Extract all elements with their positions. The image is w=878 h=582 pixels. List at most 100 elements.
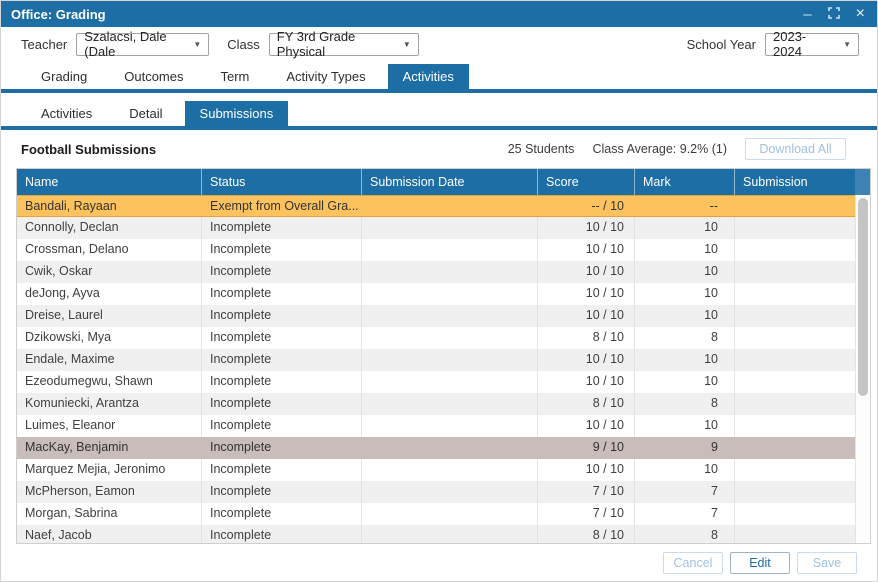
table-row[interactable]: Luimes, Eleanor Incomplete 10 / 10 10: [17, 415, 855, 437]
primary-tab-bar: Grading Outcomes Term Activity Types Act…: [1, 61, 877, 89]
table-row[interactable]: Ezeodumegwu, Shawn Incomplete 10 / 10 10: [17, 371, 855, 393]
table-row[interactable]: Morgan, Sabrina Incomplete 7 / 10 7: [17, 503, 855, 525]
table-row[interactable]: Naef, Jacob Incomplete 8 / 10 8: [17, 525, 855, 543]
school-year-value: 2023-2024: [773, 29, 807, 59]
teacher-select[interactable]: Szalacsi, Dale (Dale ▼: [76, 29, 210, 59]
cell-status: Exempt from Overall Gra...: [210, 199, 359, 213]
edit-button[interactable]: Edit: [730, 552, 790, 574]
class-select[interactable]: FY 3rd Grade Physical ▼: [268, 29, 419, 59]
column-header-score[interactable]: Score: [538, 169, 635, 195]
cell-mark: 9: [711, 440, 718, 454]
cell-status: Incomplete: [202, 305, 362, 327]
cell-score: 8 / 10: [538, 327, 635, 349]
column-header-submission[interactable]: Submission: [735, 169, 855, 195]
column-header-label: Submission: [743, 175, 808, 189]
column-header-label: Status: [210, 175, 246, 189]
table-row[interactable]: Dzikowski, Mya Incomplete 8 / 10 8: [17, 327, 855, 349]
cell-score: 9 / 10: [592, 440, 624, 454]
tab-term[interactable]: Term: [206, 64, 265, 89]
table-row[interactable]: deJong, Ayva Incomplete 10 / 10 10: [17, 283, 855, 305]
download-all-button[interactable]: Download All: [745, 138, 846, 160]
subtab-activities[interactable]: Activities: [26, 101, 107, 126]
cell-submission: [735, 261, 855, 283]
table-row[interactable]: Connolly, Declan Incomplete 10 / 10 10: [17, 217, 855, 239]
footer-actions: Cancel Edit Save: [1, 544, 877, 574]
column-header-submission-date[interactable]: Submission Date: [362, 169, 538, 195]
cell-submission: [735, 437, 855, 459]
vertical-scrollbar[interactable]: [855, 195, 870, 543]
tab-grading[interactable]: Grading: [26, 64, 102, 89]
tab-outcomes[interactable]: Outcomes: [109, 64, 198, 89]
secondary-tab-underline: [1, 126, 877, 130]
window-controls: – ×: [803, 6, 865, 22]
cell-mark: 7: [635, 503, 735, 525]
table-row[interactable]: McPherson, Eamon Incomplete 7 / 10 7: [17, 481, 855, 503]
cell-submission-date: [362, 196, 538, 216]
cell-submission-date: [362, 349, 538, 371]
cancel-button[interactable]: Cancel: [663, 552, 723, 574]
close-icon[interactable]: ×: [855, 5, 865, 22]
cell-submission: [735, 327, 855, 349]
table-row[interactable]: Dreise, Laurel Incomplete 10 / 10 10: [17, 305, 855, 327]
tab-activities[interactable]: Activities: [387, 64, 469, 89]
minimize-icon[interactable]: –: [803, 5, 812, 23]
cell-status: Incomplete: [202, 459, 362, 481]
cell-score: 10 / 10: [538, 261, 635, 283]
cell-status: Incomplete: [202, 393, 362, 415]
cell-submission: [735, 415, 855, 437]
cell-submission: [735, 239, 855, 261]
cell-mark: 10: [635, 305, 735, 327]
cell-mark: 7: [635, 481, 735, 503]
cell-status: Incomplete: [210, 440, 272, 454]
cell-status: Incomplete: [202, 503, 362, 525]
school-year-select[interactable]: 2023-2024 ▼: [765, 29, 859, 59]
column-header-label: Name: [25, 175, 59, 189]
column-header-name[interactable]: Name: [17, 169, 202, 195]
cell-name: McPherson, Eamon: [17, 481, 202, 503]
column-header-mark[interactable]: Mark: [635, 169, 735, 195]
cell-submission-date: [362, 525, 538, 543]
cell-mark: 8: [635, 327, 735, 349]
table-row[interactable]: Marquez Mejia, Jeronimo Incomplete 10 / …: [17, 459, 855, 481]
cell-status: Incomplete: [202, 283, 362, 305]
class-average: Class Average: 9.2% (1): [592, 142, 727, 156]
cell-name: Crossman, Delano: [17, 239, 202, 261]
cell-status: Incomplete: [202, 525, 362, 543]
chevron-down-icon: ▼: [843, 39, 851, 49]
table-row[interactable]: Endale, Maxime Incomplete 10 / 10 10: [17, 349, 855, 371]
cell-status: Incomplete: [202, 481, 362, 503]
tab-label: Activities: [41, 106, 93, 121]
maximize-icon[interactable]: [827, 6, 840, 22]
table-row[interactable]: Komuniecki, Arantza Incomplete 8 / 10 8: [17, 393, 855, 415]
cell-submission: [735, 371, 855, 393]
tab-activity-types[interactable]: Activity Types: [271, 64, 380, 89]
cell-status: Incomplete: [202, 327, 362, 349]
cell-status: Incomplete: [202, 217, 362, 239]
cell-score: 10 / 10: [538, 239, 635, 261]
cell-submission-date: [362, 503, 538, 525]
cell-submission-date: [362, 415, 538, 437]
cell-score: 10 / 10: [538, 217, 635, 239]
cell-submission-date: [362, 283, 538, 305]
cell-score: 10 / 10: [538, 371, 635, 393]
table-row[interactable]: Crossman, Delano Incomplete 10 / 10 10: [17, 239, 855, 261]
cell-submission-date: [362, 239, 538, 261]
column-header-status[interactable]: Status: [202, 169, 362, 195]
subtab-submissions[interactable]: Submissions: [184, 101, 289, 126]
table-row[interactable]: Bandali, Rayaan Exempt from Overall Gra.…: [17, 195, 855, 217]
scrollbar-thumb[interactable]: [858, 198, 868, 396]
cell-name: Ezeodumegwu, Shawn: [17, 371, 202, 393]
cell-name: Endale, Maxime: [17, 349, 202, 371]
table-row[interactable]: Cwik, Oskar Incomplete 10 / 10 10: [17, 261, 855, 283]
cell-mark: 10: [635, 415, 735, 437]
cell-name: Marquez Mejia, Jeronimo: [17, 459, 202, 481]
subtab-detail[interactable]: Detail: [114, 101, 177, 126]
cell-score: 8 / 10: [538, 393, 635, 415]
cell-score: 8 / 10: [538, 525, 635, 543]
table-row[interactable]: MacKay, Benjamin Incomplete 9 / 10 9: [17, 437, 855, 459]
save-button[interactable]: Save: [797, 552, 857, 574]
cell-submission: [735, 217, 855, 239]
cell-score: -- / 10: [591, 199, 624, 213]
cell-name: Morgan, Sabrina: [17, 503, 202, 525]
